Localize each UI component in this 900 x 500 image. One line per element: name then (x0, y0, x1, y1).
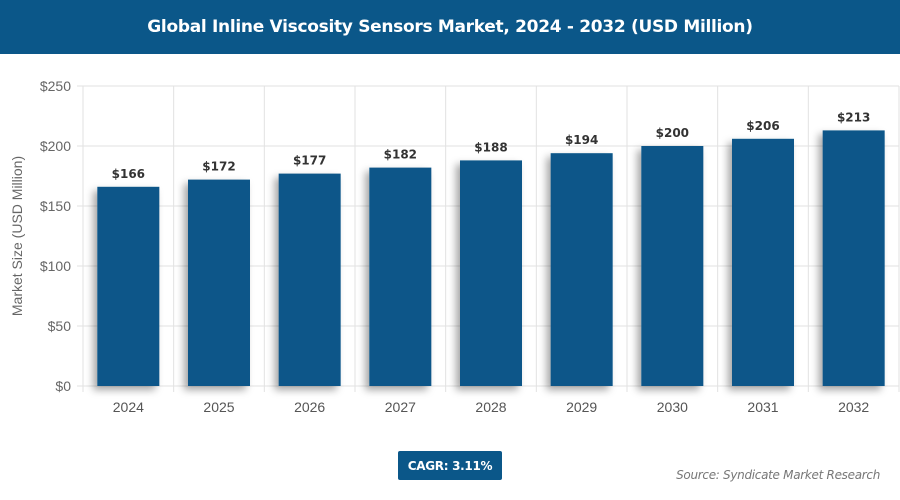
data-label: $182 (384, 148, 417, 162)
data-label: $206 (746, 119, 779, 133)
data-label: $213 (837, 110, 870, 124)
bar (641, 146, 704, 386)
x-tick-label: 2028 (475, 399, 506, 415)
data-label: $194 (565, 133, 598, 147)
bar (550, 153, 613, 386)
x-tick-label: 2024 (113, 399, 144, 415)
x-tick-label: 2030 (657, 399, 688, 415)
y-tick-label: $250 (40, 78, 71, 94)
chart-title: Global Inline Viscosity Sensors Market, … (0, 0, 900, 54)
data-label: $188 (474, 140, 507, 154)
x-tick-label: 2027 (385, 399, 416, 415)
x-tick-label: 2025 (203, 399, 234, 415)
y-tick-label: $200 (40, 138, 71, 154)
data-label: $200 (656, 126, 689, 140)
y-tick-label: $50 (48, 318, 72, 334)
y-tick-label: $100 (40, 258, 71, 274)
bar (460, 160, 522, 386)
bar-chart: $0 $50 $100 $150 $200 $250 $166 2024 $172 2025 $17… (9, 78, 900, 415)
x-tick-label: 2031 (747, 399, 778, 415)
y-axis-label: Market Size (USD Million) (9, 156, 25, 316)
x-tick-label: 2029 (566, 399, 597, 415)
bar (278, 173, 341, 386)
bar (732, 138, 794, 386)
bar (97, 186, 160, 386)
x-tick-label: 2026 (294, 399, 325, 415)
bar (188, 179, 250, 386)
bar (369, 167, 432, 386)
cagr-badge: CAGR: 3.11% (398, 451, 502, 480)
data-label: $177 (293, 154, 326, 168)
y-tick-label: $150 (40, 198, 71, 214)
bar (822, 130, 885, 386)
data-label: $172 (202, 160, 235, 174)
x-tick-label: 2032 (838, 399, 869, 415)
y-tick-label: $0 (55, 378, 71, 394)
source-note: Source: Syndicate Market Research (676, 468, 880, 482)
data-label: $166 (112, 167, 145, 181)
